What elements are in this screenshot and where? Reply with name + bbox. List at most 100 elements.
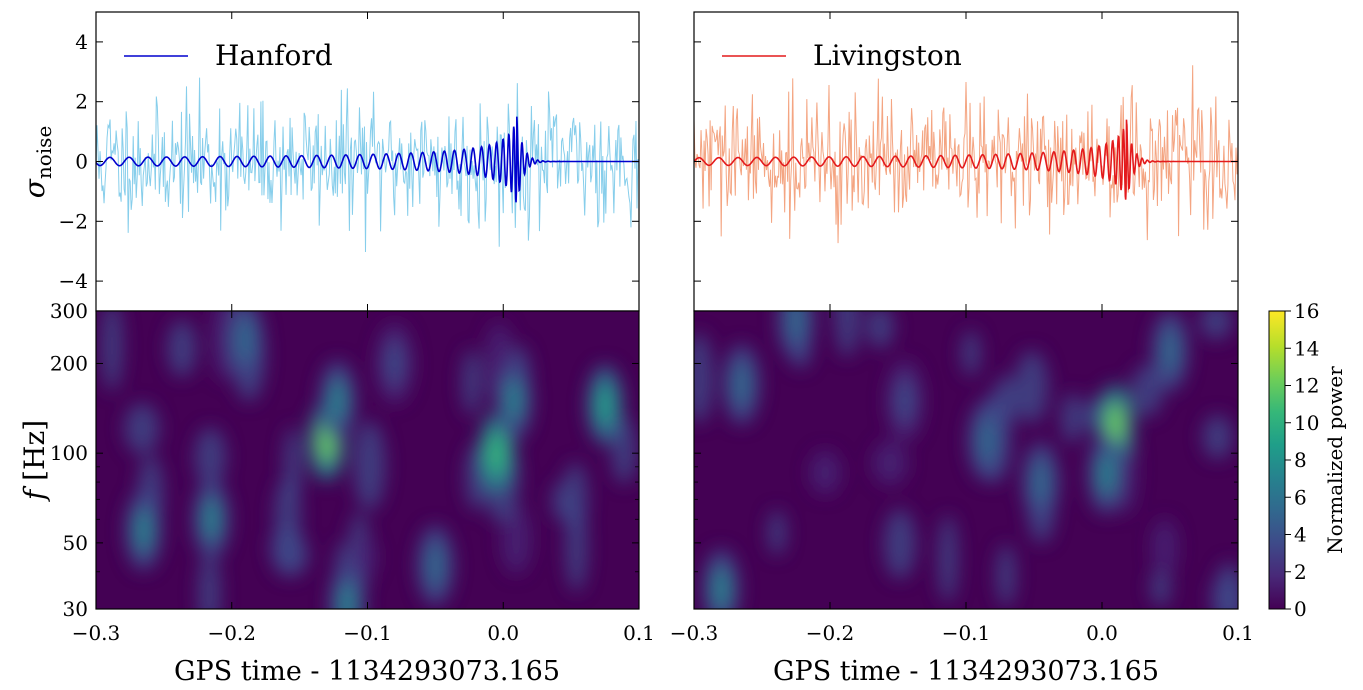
colorbar-tick-label: 16 [1294, 299, 1319, 323]
y-tick-label: 100 [50, 441, 88, 465]
spectrogram-blob [236, 317, 255, 362]
livingston-spectrogram-power [694, 311, 1238, 609]
spectrogram-background-blob [462, 349, 481, 416]
spectrogram-blob [895, 378, 914, 423]
colorbar-ticks: 0 2 4 6 8 10 12 14 16 [1285, 299, 1319, 621]
spectrogram-background-blob [565, 502, 588, 592]
spectrogram-blob [134, 508, 153, 553]
colorbar-tick-label: 10 [1294, 411, 1319, 435]
spectrogram-blob [202, 497, 221, 542]
hanford-data-series [96, 77, 639, 253]
x-tick-label: −0.2 [806, 621, 855, 645]
hanford-legend: Hanford [124, 39, 333, 72]
spectrogram-background-blob [351, 533, 376, 580]
colorbar-tick-label: 14 [1294, 336, 1319, 360]
x-tick-label: 0.1 [1222, 621, 1254, 645]
y-tick-label: 50 [63, 531, 88, 555]
spectrogram-blob [1161, 329, 1179, 374]
spectrogram-background-blob [884, 508, 916, 579]
x-tick-label: −0.3 [72, 621, 121, 645]
spectrogram-blob [338, 582, 357, 609]
spectrogram-background-blob [270, 524, 304, 572]
hanford-legend-label: Hanford [215, 39, 333, 72]
frequency-axis-label: f [Hz] [18, 420, 51, 502]
spectrogram-background-blob [101, 311, 123, 392]
colorbar-label: Normalized power [1323, 366, 1347, 554]
spectrogram-blob [1097, 452, 1116, 497]
spectrogram-blob [426, 543, 445, 588]
y-tick-label: 30 [63, 597, 88, 621]
sigma-noise-axis-label: σnoise [18, 126, 56, 199]
spectrogram-background-blob [996, 544, 1016, 607]
x-tick-label: 0.0 [487, 621, 519, 645]
livingston-legend: Livingston [722, 39, 962, 72]
y-tick-label: −4 [59, 269, 88, 293]
spectrogram-blob [505, 378, 524, 423]
hanford-spectrogram-ticks: 30 50 100 200 300 −0.3 −0.2 −0.1 0.0 0.1 [50, 299, 655, 645]
colorbar: 0 2 4 6 8 10 12 14 16 Normalized power [1268, 299, 1347, 621]
hanford-x-axis-label: GPS time - 1134293073.165 [174, 656, 560, 687]
x-tick-label: −0.1 [343, 621, 392, 645]
colorbar-tick-label: 6 [1294, 485, 1307, 509]
spectrogram-blob [977, 418, 996, 463]
y-tick-label: 0 [75, 150, 88, 174]
spectrogram-blob [385, 341, 404, 386]
y-tick-label: 2 [75, 90, 88, 114]
spectrogram-blob [1106, 402, 1125, 447]
hanford-waveform-series [96, 116, 639, 203]
hanford-y-ticks: −4 −2 0 2 4 [59, 12, 640, 311]
livingston-x-axis-label: GPS time - 1134293073.165 [773, 656, 1159, 687]
spectrogram-background-blob [611, 417, 637, 485]
spectrogram-background-blob [353, 420, 386, 511]
spectrogram-background-blob [1150, 567, 1171, 608]
spectrogram-background-blob [768, 510, 786, 556]
spectrogram-background-blob [198, 552, 221, 609]
spectrogram-background-blob [501, 505, 532, 575]
spectrogram-blob [712, 567, 731, 609]
livingston-spectrogram-panel: −0.3 −0.2 −0.1 0.0 0.1 GPS time - 1134293073… [670, 310, 1254, 687]
x-tick-label: 0.0 [1086, 621, 1118, 645]
y-tick-label: 4 [75, 30, 88, 54]
y-tick-label: −2 [59, 209, 88, 233]
livingston-waveform-series [694, 119, 1238, 200]
spectrogram-background-blob [866, 311, 894, 349]
hanford-spectrogram-power [101, 311, 637, 609]
spectrogram-background-blob [1199, 311, 1233, 340]
spectrogram-blob [596, 383, 615, 428]
colorbar-tick-label: 4 [1294, 523, 1307, 547]
colorbar-tick-label: 12 [1294, 374, 1319, 398]
spectrogram-background-blob [124, 403, 160, 454]
spectrogram-blob [1031, 460, 1050, 505]
y-tick-label: 300 [50, 299, 88, 323]
livingston-legend-label: Livingston [813, 39, 962, 72]
spectrogram-blob [732, 362, 751, 407]
spectrogram-background-blob [1215, 561, 1238, 609]
spectrogram-background-blob [835, 311, 860, 358]
colorbar-tick-label: 8 [1294, 448, 1307, 472]
x-tick-label: −0.2 [207, 621, 256, 645]
spectrogram-background-blob [167, 319, 197, 378]
spectrogram-background-blob [694, 332, 713, 424]
spectrogram-background-blob [1015, 350, 1049, 424]
spectrogram-blob [487, 431, 506, 476]
livingston-spectrogram-ticks: −0.3 −0.2 −0.1 0.0 0.1 [670, 310, 1254, 645]
livingston-data-series [694, 65, 1238, 244]
spectrogram-background-blob [872, 440, 908, 486]
hanford-strain-panel: −4 −2 0 2 4 Hanford σnoise [18, 11, 640, 312]
colorbar-tick-label: 2 [1294, 560, 1307, 584]
spectrogram-background-blob [1152, 518, 1178, 578]
spectrogram-background-blob [194, 427, 226, 487]
spectrogram-blob [328, 378, 347, 423]
spectrogram-background-blob [961, 330, 981, 377]
hanford-spectrogram-panel: 30 50 100 200 300 −0.3 −0.2 −0.1 0.0 0.1 f [Hz] G… [18, 299, 655, 687]
x-tick-label: 0.1 [623, 621, 655, 645]
colorbar-tick-label: 0 [1294, 597, 1307, 621]
spectrogram-background-blob [1061, 393, 1084, 444]
spectrogram-background-blob [938, 514, 958, 603]
x-tick-label: −0.1 [942, 621, 991, 645]
spectrogram-background-blob [1131, 365, 1163, 417]
spectrogram-blob [787, 311, 805, 342]
spectrogram-background-blob [810, 450, 841, 495]
x-tick-label: −0.3 [670, 621, 719, 645]
